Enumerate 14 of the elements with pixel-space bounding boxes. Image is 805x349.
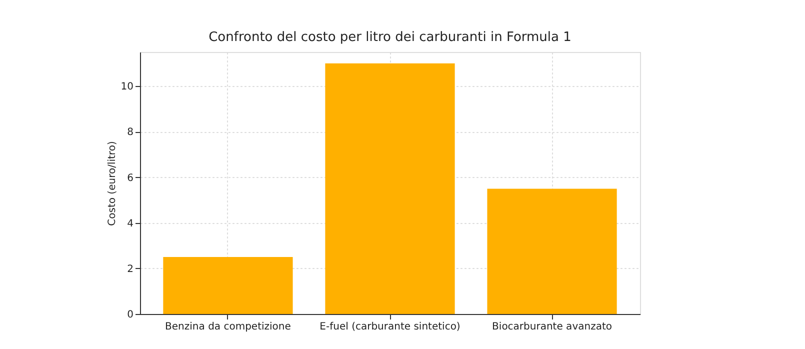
y-tick-label: 6 xyxy=(127,172,134,184)
y-tick-label: 0 xyxy=(127,310,134,320)
y-axis-title: Costo (euro/litro) xyxy=(106,141,118,226)
x-tick-label: Benzina da competizione xyxy=(165,322,291,332)
y-tick-label: 4 xyxy=(127,218,134,230)
y-tick-label: 8 xyxy=(127,127,134,138)
x-tick-label: E-fuel (carburante sintetico) xyxy=(320,322,460,332)
bar xyxy=(487,188,617,314)
chart-title: Confronto del costo per litro dei carburanti in Formula 1 xyxy=(208,30,572,45)
x-tick-label: Biocarburante avanzato xyxy=(492,322,612,332)
bar xyxy=(163,257,293,314)
y-tick-label: 2 xyxy=(127,264,134,275)
y-tick-label: 10 xyxy=(120,82,134,93)
bar xyxy=(325,63,455,314)
